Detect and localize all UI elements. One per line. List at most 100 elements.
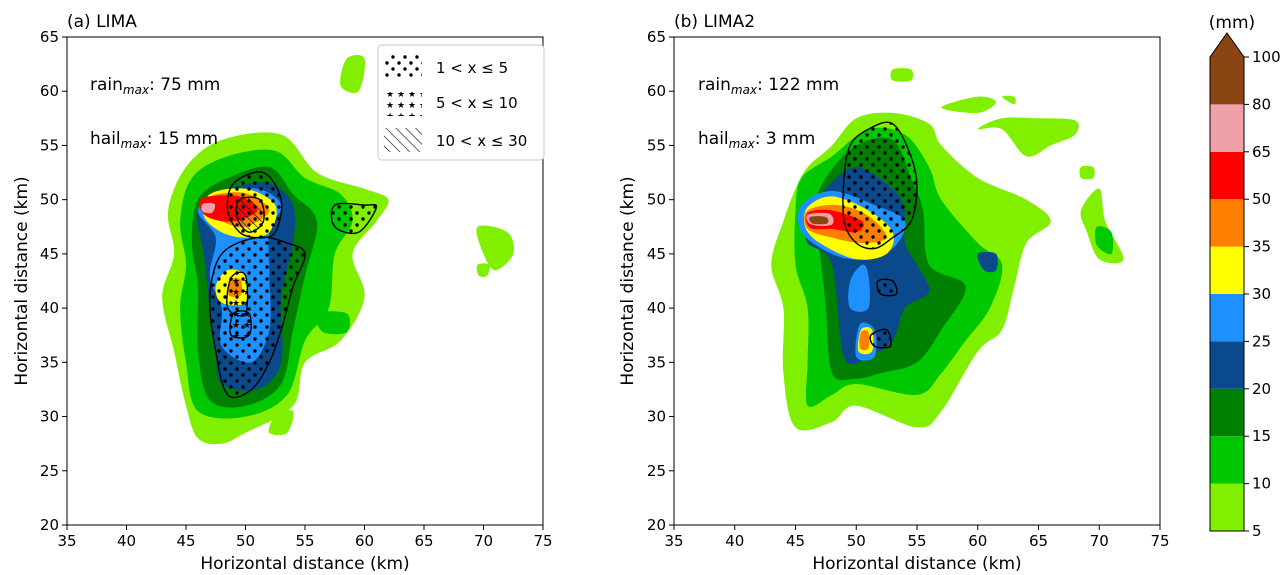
panel-b-title: (b) LIMA2	[674, 12, 755, 32]
x-tick-label: 75	[533, 532, 552, 550]
colorbar-segment	[1210, 341, 1244, 389]
colorbar-segment	[1210, 294, 1244, 342]
colorbar-segment	[1210, 483, 1244, 531]
x-tick-label: 75	[1150, 532, 1169, 550]
panel-a: 35 40 45 50 55 60 65 70 75 20253035404550556065 …	[12, 12, 553, 574]
panel-a-hail-max: hailmax: 15 mm	[90, 129, 218, 151]
y-tick-label: 65	[40, 28, 59, 46]
rain-contour-5mm	[476, 225, 515, 271]
colorbar-segment	[1210, 246, 1244, 294]
colorbar-tick-label: 50	[1252, 190, 1271, 208]
colorbar-tick-label: 100	[1252, 48, 1281, 66]
y-tick-label: 40	[647, 299, 666, 317]
y-tick-label: 40	[40, 299, 59, 317]
x-tick-label: 45	[786, 532, 805, 550]
panel-b-x-label: Horizontal distance (km)	[812, 554, 1021, 574]
y-tick-label: 65	[647, 28, 666, 46]
panel-a-y-label: Horizontal distance (km)	[12, 176, 32, 385]
colorbar-tick-label: 10	[1252, 475, 1271, 493]
rain-contour-25mm	[848, 264, 870, 312]
hail-contour-stars	[226, 271, 249, 317]
hail-contour-dots	[876, 278, 898, 297]
colorbar-unit: (mm)	[1209, 13, 1255, 33]
colorbar-segment	[1210, 436, 1244, 484]
rain-contour-5mm	[1002, 95, 1016, 105]
panel-a-title: (a) LIMA	[67, 12, 137, 32]
panel-b-y-ticks: 20 25 30 35 40 45 50 55 60 65	[647, 28, 674, 534]
x-tick-label: 35	[57, 532, 76, 550]
x-tick-label: 60	[355, 532, 374, 550]
colorbar-segment	[1210, 151, 1244, 200]
rain-contour-100mm	[811, 218, 825, 223]
rain-contour-5mm	[890, 68, 914, 82]
y-tick-label: 50	[40, 191, 59, 209]
y-tick-label: 20	[40, 516, 59, 534]
legend-label-stars: 5 < x ≤ 10	[436, 94, 518, 112]
panel-b-hail-max: hailmax: 3 mm	[698, 129, 815, 151]
hail-contour-dots	[869, 328, 892, 349]
colorbar-segment	[1210, 199, 1244, 247]
rain-contour-5mm	[340, 54, 366, 94]
panel-a-plot	[162, 54, 515, 445]
legend-swatch-dots	[384, 55, 422, 79]
rain-contour-10mm	[1095, 226, 1114, 255]
panel-b-plot	[771, 68, 1124, 431]
panel-b: 35 40 45 50 55 60 65 70 75 20253035404550556065 …	[618, 12, 1170, 574]
rain-contour-5mm	[977, 117, 1079, 157]
colorbar-tick-label: 15	[1252, 427, 1271, 445]
legend-swatch-hatch	[384, 128, 422, 152]
y-tick-label: 55	[40, 136, 59, 154]
x-tick-label: 40	[725, 532, 744, 550]
panel-a-rain-max: rainmax: 75 mm	[90, 75, 220, 97]
x-tick-label: 55	[907, 532, 926, 550]
hail-contour-stars	[229, 310, 252, 339]
x-tick-label: 35	[664, 532, 683, 550]
x-tick-label: 70	[474, 532, 493, 550]
x-tick-label: 45	[176, 532, 195, 550]
y-tick-label: 55	[647, 136, 666, 154]
panel-a-hail-contours	[208, 171, 378, 399]
colorbar-tick-label: 35	[1252, 238, 1271, 256]
y-tick-label: 50	[647, 191, 666, 209]
x-tick-label: 55	[295, 532, 314, 550]
hail-contour-dots	[330, 202, 378, 235]
y-tick-label: 25	[647, 462, 666, 480]
colorbar-tick-label: 65	[1252, 143, 1271, 161]
x-tick-label: 50	[236, 532, 255, 550]
colorbar-tick-label: 80	[1252, 95, 1271, 113]
hail-legend: 1 < x ≤ 5 5 < x ≤ 10 10 < x ≤ 30	[377, 44, 545, 161]
y-tick-label: 60	[647, 82, 666, 100]
colorbar-tick-label: 30	[1252, 285, 1271, 303]
y-tick-label: 25	[40, 462, 59, 480]
panel-b-x-ticks: 35 40 45 50 55 60 65 70 75	[664, 525, 1170, 550]
panel-b-rain-contours	[771, 68, 1124, 431]
colorbar-segment	[1210, 388, 1244, 437]
colorbar-segment	[1210, 104, 1244, 152]
y-tick-label: 60	[40, 82, 59, 100]
x-tick-label: 60	[968, 532, 987, 550]
rain-contour-5mm	[476, 263, 490, 277]
x-tick-label: 65	[414, 532, 433, 550]
hail-contour-dots	[842, 121, 918, 250]
rain-contour-5mm	[1080, 188, 1124, 264]
colorbar-outline	[1209, 32, 1245, 532]
legend-label-hatch: 10 < x ≤ 30	[436, 132, 527, 150]
panel-b-hail-contours	[842, 121, 918, 349]
legend-label-dots: 1 < x ≤ 5	[436, 59, 508, 77]
colorbar-segment-extend	[1210, 33, 1244, 105]
y-tick-label: 30	[647, 408, 666, 426]
colorbar-tick-label: 25	[1252, 332, 1271, 350]
y-tick-label: 45	[40, 245, 59, 263]
panel-a-x-label: Horizontal distance (km)	[200, 554, 409, 574]
colorbar-tick-label: 5	[1252, 522, 1262, 540]
rain-contour-65mm	[201, 202, 216, 214]
colorbar: (mm) 5 10 15 20 25 30 35 50 65 80 100	[1209, 13, 1281, 540]
panel-a-y-ticks: 20 25 30 35 40 45 50 55 60 65	[40, 28, 67, 534]
x-tick-label: 65	[1029, 532, 1048, 550]
colorbar-segments: 5 10 15 20 25 30 35 50 65 80 100	[1209, 32, 1281, 540]
rain-contour-10mm	[315, 311, 351, 335]
rain-contour-35mm	[859, 329, 870, 351]
x-tick-label: 70	[1090, 532, 1109, 550]
hail-contour-hatch	[235, 196, 265, 233]
